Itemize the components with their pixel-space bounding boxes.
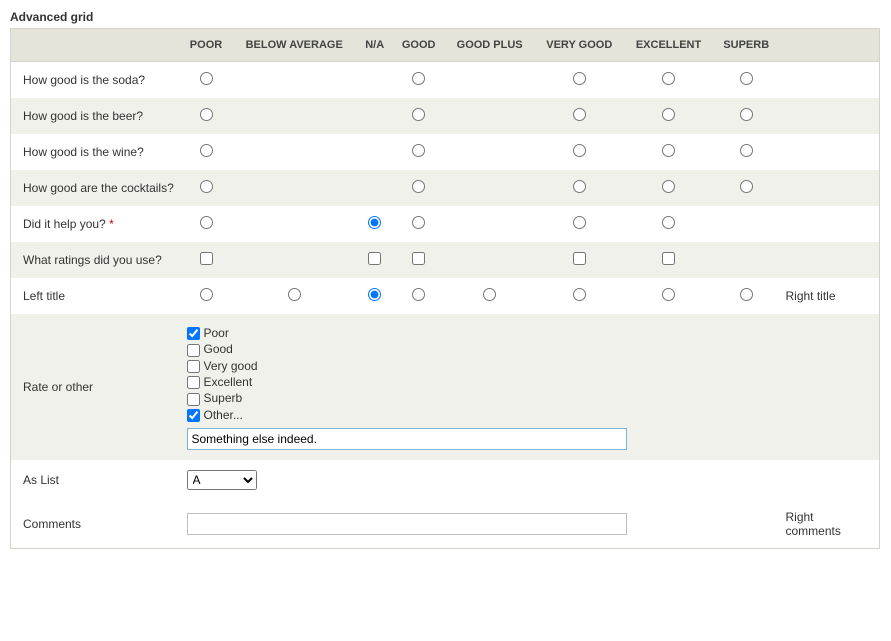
radio-beer-poor[interactable] xyxy=(200,108,213,121)
check-opt-other[interactable] xyxy=(187,409,200,422)
row-beer: How good is the beer? xyxy=(11,98,880,134)
check-opt-excellent[interactable] xyxy=(187,376,200,389)
header-right-blank xyxy=(780,29,880,62)
row-help-label-text: Did it help you? xyxy=(23,217,106,231)
radio-wine-verygood[interactable] xyxy=(573,144,586,157)
row-cocktails: How good are the cocktails? xyxy=(11,170,880,206)
opt-superb-label: Superb xyxy=(204,391,243,405)
opt-poor-label: Poor xyxy=(204,326,229,340)
radio-soda-good[interactable] xyxy=(412,72,425,85)
page-title: Advanced grid xyxy=(10,10,881,24)
radio-wine-good[interactable] xyxy=(412,144,425,157)
opt-excellent-label: Excellent xyxy=(204,375,253,389)
header-row: POOR BELOW AVERAGE N/A GOOD GOOD PLUS VE… xyxy=(11,29,880,62)
radio-cocktails-excellent[interactable] xyxy=(662,180,675,193)
radio-wine-poor[interactable] xyxy=(200,144,213,157)
opt-verygood-label: Very good xyxy=(204,359,258,373)
header-very-good: VERY GOOD xyxy=(534,29,624,62)
check-ratings-na[interactable] xyxy=(368,252,381,265)
radio-beer-verygood[interactable] xyxy=(573,108,586,121)
header-good-plus: GOOD PLUS xyxy=(445,29,535,62)
check-opt-superb[interactable] xyxy=(187,393,200,406)
radio-soda-excellent[interactable] xyxy=(662,72,675,85)
header-below-average: BELOW AVERAGE xyxy=(232,29,357,62)
header-excellent: EXCELLENT xyxy=(624,29,713,62)
row-beer-label: How good is the beer? xyxy=(11,98,181,134)
radio-help-poor[interactable] xyxy=(200,216,213,229)
radio-lt-superb[interactable] xyxy=(740,288,753,301)
advanced-grid-table: POOR BELOW AVERAGE N/A GOOD GOOD PLUS VE… xyxy=(10,28,880,549)
radio-lt-belowavg[interactable] xyxy=(288,288,301,301)
radio-beer-superb[interactable] xyxy=(740,108,753,121)
radio-soda-poor[interactable] xyxy=(200,72,213,85)
radio-help-verygood[interactable] xyxy=(573,216,586,229)
aslist-select[interactable]: A xyxy=(187,470,257,490)
other-text-input[interactable] xyxy=(187,428,627,450)
opt-verygood[interactable]: Very good xyxy=(187,359,774,373)
opt-excellent[interactable]: Excellent xyxy=(187,375,774,389)
row-comments-rightlabel: Right comments xyxy=(780,500,880,549)
radio-cocktails-poor[interactable] xyxy=(200,180,213,193)
opt-good[interactable]: Good xyxy=(187,342,774,356)
radio-lt-excellent[interactable] xyxy=(662,288,675,301)
rateother-options: Poor Good Very good Excellent Superb Oth… xyxy=(187,326,774,450)
row-ratings: What ratings did you use? xyxy=(11,242,880,278)
header-blank xyxy=(11,29,181,62)
row-rateother-label: Rate or other xyxy=(11,314,181,460)
header-superb: SUPERB xyxy=(713,29,780,62)
check-ratings-poor[interactable] xyxy=(200,252,213,265)
row-rateother: Rate or other Poor Good Very good Excell… xyxy=(11,314,880,460)
opt-other[interactable]: Other... xyxy=(187,408,774,422)
radio-beer-good[interactable] xyxy=(412,108,425,121)
row-lefttitle: Left title Right title xyxy=(11,278,880,314)
row-ratings-label: What ratings did you use? xyxy=(11,242,181,278)
radio-soda-verygood[interactable] xyxy=(573,72,586,85)
header-na: N/A xyxy=(357,29,393,62)
comments-input[interactable] xyxy=(187,513,627,535)
radio-soda-superb[interactable] xyxy=(740,72,753,85)
row-soda: How good is the soda? xyxy=(11,62,880,99)
check-opt-verygood[interactable] xyxy=(187,360,200,373)
radio-beer-excellent[interactable] xyxy=(662,108,675,121)
opt-other-label: Other... xyxy=(204,408,243,422)
check-ratings-good[interactable] xyxy=(412,252,425,265)
row-soda-label: How good is the soda? xyxy=(11,62,181,99)
row-aslist: As List A xyxy=(11,460,880,500)
header-good: GOOD xyxy=(392,29,444,62)
radio-cocktails-superb[interactable] xyxy=(740,180,753,193)
radio-help-excellent[interactable] xyxy=(662,216,675,229)
check-ratings-excellent[interactable] xyxy=(662,252,675,265)
radio-lt-good[interactable] xyxy=(412,288,425,301)
row-aslist-label: As List xyxy=(11,460,181,500)
row-comments: Comments Right comments xyxy=(11,500,880,549)
radio-help-good[interactable] xyxy=(412,216,425,229)
row-wine-label: How good is the wine? xyxy=(11,134,181,170)
row-lefttitle-rightlabel: Right title xyxy=(780,278,880,314)
radio-lt-goodplus[interactable] xyxy=(483,288,496,301)
radio-lt-na[interactable] xyxy=(368,288,381,301)
check-opt-poor[interactable] xyxy=(187,327,200,340)
check-ratings-verygood[interactable] xyxy=(573,252,586,265)
radio-lt-poor[interactable] xyxy=(200,288,213,301)
opt-poor[interactable]: Poor xyxy=(187,326,774,340)
radio-lt-verygood[interactable] xyxy=(573,288,586,301)
row-lefttitle-label: Left title xyxy=(11,278,181,314)
opt-superb[interactable]: Superb xyxy=(187,391,774,405)
row-help-label: Did it help you? * xyxy=(11,206,181,242)
radio-wine-excellent[interactable] xyxy=(662,144,675,157)
row-cocktails-label: How good are the cocktails? xyxy=(11,170,181,206)
header-poor: POOR xyxy=(181,29,232,62)
radio-wine-superb[interactable] xyxy=(740,144,753,157)
opt-good-label: Good xyxy=(204,342,233,356)
radio-cocktails-good[interactable] xyxy=(412,180,425,193)
row-comments-label: Comments xyxy=(11,500,181,549)
radio-cocktails-verygood[interactable] xyxy=(573,180,586,193)
check-opt-good[interactable] xyxy=(187,344,200,357)
radio-help-na[interactable] xyxy=(368,216,381,229)
row-wine: How good is the wine? xyxy=(11,134,880,170)
row-help: Did it help you? * xyxy=(11,206,880,242)
required-star-icon: * xyxy=(109,217,114,231)
